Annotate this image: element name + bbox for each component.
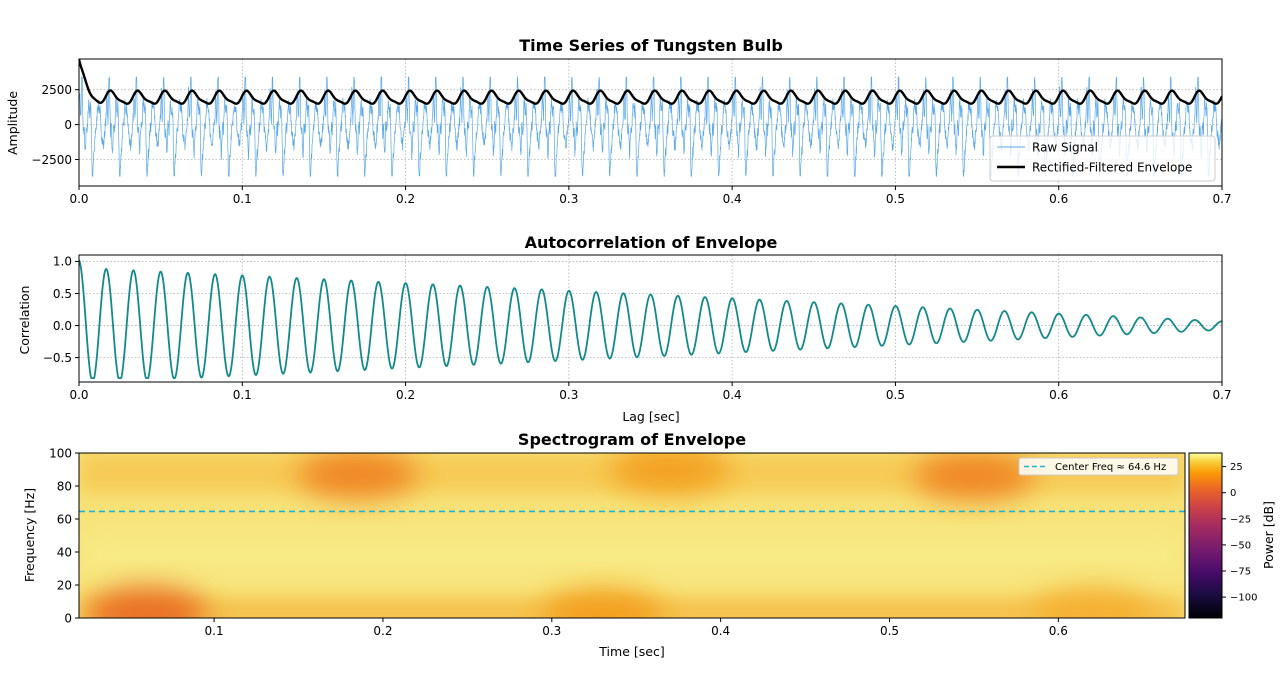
envelope-line [79,59,1222,105]
x-tick-label: 0.6 [1049,388,1068,402]
autocorrelation-axes [78,254,1223,383]
colorbar [1188,452,1223,619]
spectrogram-legend: Center Freq ≈ 64.6 Hz [1018,457,1179,476]
legend-raw-label: Raw Signal [1032,141,1098,155]
colorbar-tick-label: −100 [1230,593,1257,604]
x-tick-label: 0.3 [542,624,561,638]
x-tick-label: 0.5 [880,624,899,638]
y-tick-label: 1.0 [53,255,72,269]
autocorrelation-ylabel: Correlation [17,286,32,355]
x-tick-label: 0.6 [1049,192,1068,206]
y-tick-label: −0.5 [43,351,72,365]
spectrogram-hotspot [610,453,730,494]
y-tick-label: 2500 [41,83,72,97]
time-series-ticks: 0.0 0.1 0.2 0.3 0.4 0.5 0.6 0.7 2500 0 −2500 [31,83,1231,206]
spectrogram-hotspot [542,588,663,618]
legend-envelope-label: Rectified-Filtered Envelope [1032,161,1192,175]
autocorrelation-title: Autocorrelation of Envelope [525,233,778,252]
colorbar-tick-label: 25 [1230,462,1243,473]
y-tick-label: 0.5 [53,287,72,301]
legend-center-label: Center Freq ≈ 64.6 Hz [1055,462,1166,473]
colorbar-tick-label: −75 [1230,567,1251,578]
autocorrelation-grid [78,255,1223,382]
x-tick-label: 0.3 [559,192,578,206]
y-tick-label: −2500 [31,153,72,167]
y-tick-label: 100 [49,446,72,460]
spectrogram-ylabel: Frequency [Hz] [22,488,37,582]
x-tick-label: 0.2 [396,192,415,206]
x-tick-label: 0.7 [1212,192,1231,206]
time-series-axes [78,58,1223,187]
x-tick-label: 0.1 [205,624,224,638]
spectrogram-title: Spectrogram of Envelope [518,430,746,449]
time-series-title: Time Series of Tungsten Bulb [519,36,783,55]
colorbar-tick-label: −25 [1230,514,1251,525]
x-tick-label: 0.1 [233,388,252,402]
spectrogram-hotspot [297,453,418,499]
y-tick-label: 0.0 [53,319,72,333]
x-tick-label: 0.4 [723,192,742,206]
spectrogram-xlabel: Time [sec] [598,644,664,659]
y-tick-label: 0 [64,118,72,132]
colorbar-label: Power [dB] [1261,501,1276,569]
x-tick-label: 0.1 [233,192,252,206]
raw-signal-line [79,76,1222,178]
time-series-legend: Raw Signal Rectified-Filtered Envelope [989,135,1216,182]
y-tick-label: 40 [57,545,72,559]
y-tick-label: 20 [57,578,72,592]
time-series-ylabel: Amplitude [5,91,20,155]
x-tick-label: 0.2 [396,388,415,402]
spectrogram-heatmap [79,453,1185,618]
y-tick-label: 0 [64,611,72,625]
spectrogram-hotspot [86,587,207,618]
x-tick-label: 0.5 [886,388,905,402]
x-tick-label: 0.7 [1212,388,1231,402]
colorbar-ticks: 25 0 −25 −50 −75 −100 [1222,462,1257,604]
x-tick-label: 0.4 [723,388,742,402]
y-tick-label: 60 [57,512,72,526]
autocorrelation-xlabel: Lag [sec] [622,409,679,424]
x-tick-label: 0.5 [886,192,905,206]
colorbar-tick-label: −50 [1230,540,1251,551]
x-tick-label: 0.6 [1049,624,1068,638]
x-tick-label: 0.4 [711,624,730,638]
colorbar-tick-label: 0 [1230,488,1236,499]
x-tick-label: 0.2 [373,624,392,638]
x-tick-label: 0.0 [69,192,88,206]
spectrogram-ticks: 0.1 0.2 0.3 0.4 0.5 0.6 0 20 40 60 80 100 [49,446,1068,638]
spectrogram-hotspot [1032,587,1153,618]
spectrogram-hotspot [913,453,1034,501]
autocorrelation-ticks: 0.0 0.1 0.2 0.3 0.4 0.5 0.6 0.7 1.0 0.5 0.0 −0.5 [43,255,1232,402]
spectrogram-axes [78,452,1186,619]
x-tick-label: 0.3 [559,388,578,402]
autocorrelation-line [79,259,1222,380]
x-tick-label: 0.0 [69,388,88,402]
y-tick-label: 80 [57,479,72,493]
